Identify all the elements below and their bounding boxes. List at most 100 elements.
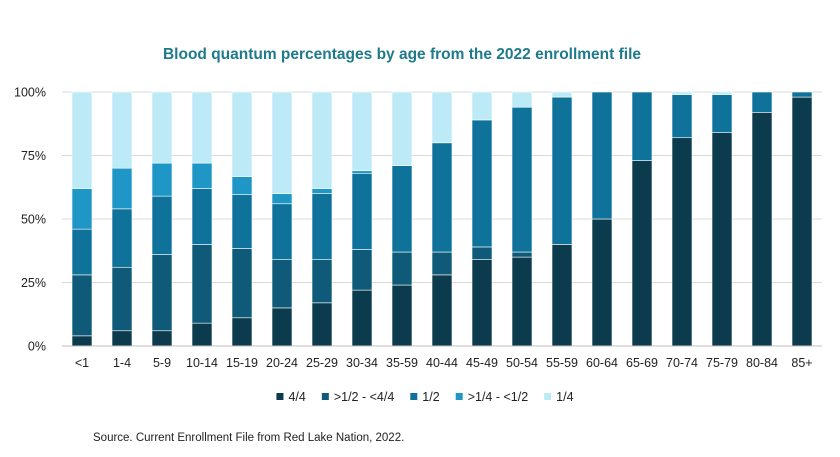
bar-segment [351, 91, 373, 172]
bar-segment [71, 274, 93, 337]
legend-swatch [321, 393, 329, 400]
bar-segment [111, 208, 133, 268]
bar-segment [471, 119, 493, 248]
x-tick-label: 65-69 [626, 356, 658, 370]
bar-segment [591, 91, 613, 220]
x-tick-label: 35-59 [386, 356, 418, 370]
bar-segment [111, 266, 133, 332]
bars [71, 91, 813, 347]
x-tick-label: 10-14 [186, 356, 218, 370]
bar-segment [351, 172, 373, 250]
y-tick-label: 0% [28, 340, 46, 354]
x-tick-label: 70-74 [666, 356, 698, 370]
x-tick-label: 85+ [791, 356, 812, 370]
bar-segment [511, 91, 533, 108]
bar-segment [511, 106, 533, 253]
bar-segment [151, 91, 173, 164]
bar-segment [71, 91, 93, 189]
bar-segment [631, 91, 653, 161]
source-note: Source. Current Enrollment File from Red… [93, 432, 404, 444]
legend: 4/4 >1/2 - <4/4 1/2 >1/4 - <1/2 1/4 [276, 390, 574, 404]
bar-segment [231, 176, 253, 195]
bar-segment [671, 137, 693, 347]
bar-segment [751, 112, 773, 347]
x-tick-label: 40-44 [426, 356, 458, 370]
x-tick-label: 25-29 [306, 356, 338, 370]
bar-segment [151, 254, 173, 332]
bar-segment [711, 91, 733, 95]
bar-segment [351, 249, 373, 291]
bar-segment [551, 244, 573, 347]
x-tick-label: 75-79 [706, 356, 738, 370]
bar-segment [151, 195, 173, 255]
bar-segment [391, 284, 413, 347]
bar-segment [511, 256, 533, 347]
bar-segment [431, 251, 453, 276]
bar-segment [751, 91, 773, 113]
bar-segment [791, 91, 813, 98]
x-tick-label: 60-64 [586, 356, 618, 370]
bar-segment [311, 302, 333, 347]
x-tick-label: 5-9 [153, 356, 171, 370]
legend-label: >1/2 - <4/4 [334, 390, 395, 404]
bar-segment [231, 248, 253, 319]
bar-segment [471, 259, 493, 347]
bar-segment [71, 228, 93, 276]
bar-segment [471, 91, 493, 121]
bar-segment [391, 165, 413, 253]
legend-swatch [544, 393, 552, 400]
y-tick-label: 50% [21, 213, 46, 227]
x-tick-label: 80-84 [746, 356, 778, 370]
bar-segment [231, 194, 253, 249]
bar-segment [431, 91, 453, 144]
bar-segment [71, 188, 93, 230]
x-tick-label: <1 [75, 356, 89, 370]
x-tick-label: 30-34 [346, 356, 378, 370]
bar-segment [231, 317, 253, 347]
legend-label: 4/4 [288, 390, 305, 404]
bar-segment [111, 167, 133, 210]
chart-title: Blood quantum percentages by age from th… [163, 46, 641, 63]
x-tick-label: 45-49 [466, 356, 498, 370]
x-tick-label: 50-54 [506, 356, 538, 370]
bar-segment [111, 91, 133, 169]
bar-segment [191, 162, 213, 189]
x-tick-label: 55-59 [546, 356, 578, 370]
bar-segment [351, 289, 373, 347]
bar-segment [191, 91, 213, 164]
bar-segment [391, 251, 413, 286]
legend-label: >1/4 - <1/2 [468, 390, 529, 404]
x-tick-label: 1-4 [113, 356, 131, 370]
bar-segment [191, 244, 213, 324]
y-tick-label: 25% [21, 276, 46, 290]
bar-segment [271, 91, 293, 194]
legend-swatch [410, 393, 418, 400]
bar-segment [311, 91, 333, 189]
bar-segment [271, 307, 293, 347]
legend-label: 1/4 [556, 390, 573, 404]
bar-segment [71, 335, 93, 347]
y-axis-ticks: 0% 25% 50% 75% 100% [14, 86, 46, 354]
x-tick-label: 15-19 [226, 356, 258, 370]
bar-segment [191, 322, 213, 347]
y-tick-label: 100% [14, 86, 46, 100]
bar-segment [311, 188, 333, 194]
bar-segment [311, 259, 333, 304]
bar-segment [271, 259, 293, 309]
bar-segment [471, 246, 493, 260]
bar-segment [631, 160, 653, 347]
bar-segment [191, 188, 213, 245]
legend-swatch [455, 393, 463, 400]
y-tick-label: 75% [21, 149, 46, 163]
bar-segment [271, 203, 293, 260]
bar-segment [791, 96, 813, 347]
legend-swatch [276, 393, 284, 400]
bar-segment [711, 94, 733, 133]
bar-segment [111, 330, 133, 347]
bar-segment [551, 96, 573, 245]
x-axis-ticks: <1 1-4 5-9 10-14 15-19 20-24 25-29 30-34 35-59 40… [75, 356, 813, 370]
bar-segment [151, 330, 173, 347]
bar-segment [591, 218, 613, 347]
bar-segment [431, 274, 453, 347]
